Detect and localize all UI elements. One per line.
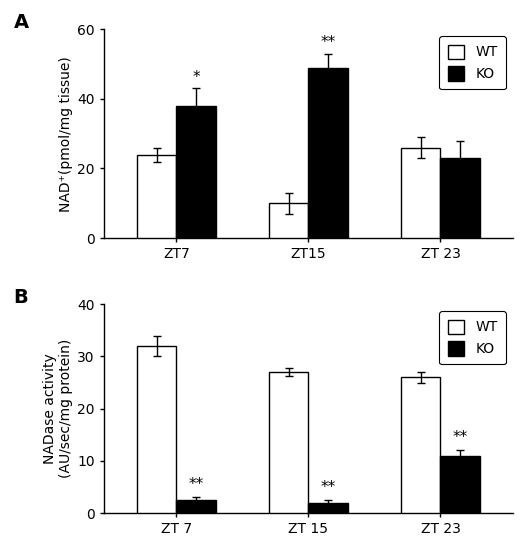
Bar	[136, 155, 177, 238]
Legend: WT, KO: WT, KO	[440, 311, 506, 365]
Bar	[441, 455, 480, 513]
Bar	[177, 106, 216, 238]
Bar	[177, 500, 216, 513]
Text: **: **	[320, 35, 336, 50]
Bar	[441, 158, 480, 238]
Legend: WT, KO: WT, KO	[440, 36, 506, 90]
Bar	[308, 68, 348, 238]
Bar	[401, 147, 441, 238]
Bar	[136, 346, 177, 513]
Text: A: A	[14, 13, 29, 31]
Bar	[308, 503, 348, 513]
Bar	[269, 204, 308, 238]
Text: **: **	[453, 430, 468, 446]
Y-axis label: NADase activity
(AU/sec/mg protein): NADase activity (AU/sec/mg protein)	[43, 339, 73, 478]
Text: *: *	[192, 70, 200, 85]
Bar	[401, 377, 441, 513]
Y-axis label: NAD⁺(pmol/mg tissue): NAD⁺(pmol/mg tissue)	[59, 56, 73, 212]
Bar	[269, 372, 308, 513]
Text: **: **	[320, 480, 336, 495]
Text: **: **	[189, 477, 204, 492]
Text: B: B	[14, 288, 28, 306]
